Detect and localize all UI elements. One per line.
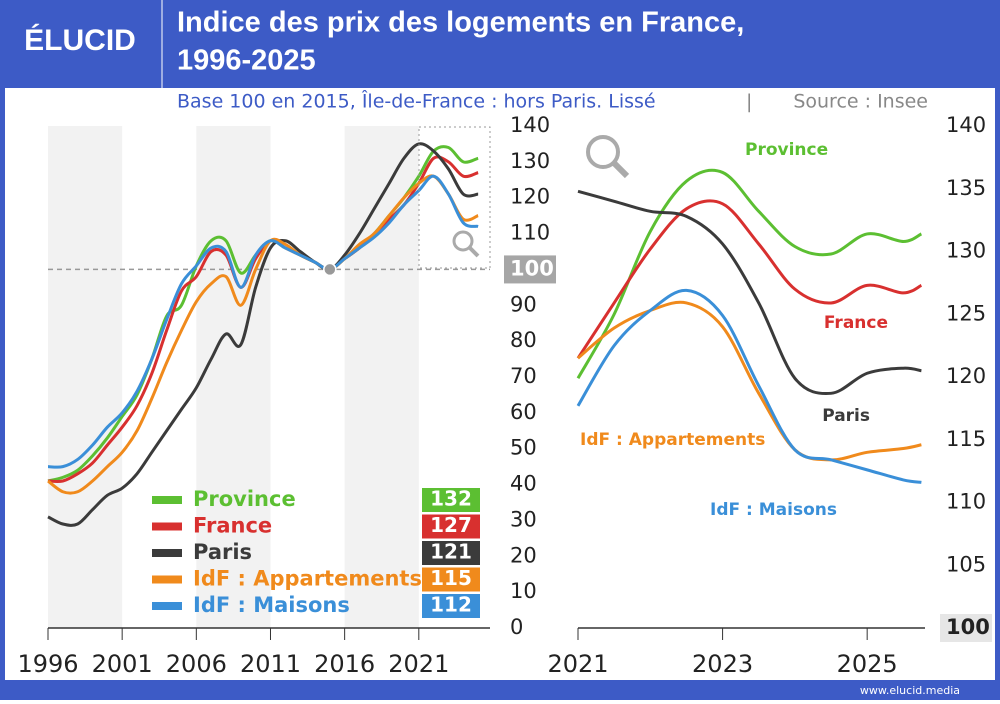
legend-value-box bbox=[422, 594, 480, 618]
legend-swatch bbox=[152, 575, 182, 584]
legend-value: 115 bbox=[430, 566, 472, 590]
band bbox=[48, 126, 123, 628]
band bbox=[344, 126, 419, 628]
y-tick-label: 110 bbox=[946, 490, 986, 514]
separator: | bbox=[746, 91, 752, 113]
chart-main: 1996 2001 2006 2011 2016 2021 0 10 20 30 40 50 60 70 8… bbox=[17, 113, 556, 678]
x-tick-label: 2001 bbox=[92, 650, 153, 678]
y-tick-label: 0 bbox=[510, 615, 523, 639]
line bbox=[576, 168, 923, 379]
legend-label: IdF : Appartements bbox=[193, 567, 422, 591]
legend-value: 132 bbox=[430, 487, 472, 511]
x-tick-label: 2023 bbox=[692, 650, 753, 678]
source: Source : Insee bbox=[793, 91, 928, 113]
x-tick-label: 2006 bbox=[166, 650, 227, 678]
y-tick-label: 60 bbox=[510, 400, 537, 424]
y-tick-label: 80 bbox=[510, 328, 537, 352]
series-label: IdF : Appartements bbox=[580, 430, 765, 450]
band bbox=[196, 126, 271, 628]
y-tick-label: 135 bbox=[946, 176, 986, 200]
series-label: Paris bbox=[822, 406, 870, 426]
legend-value: 121 bbox=[430, 540, 472, 564]
legend-label: Province bbox=[193, 487, 296, 511]
series-label: France bbox=[824, 313, 888, 333]
y-tick-label: 120 bbox=[946, 364, 986, 388]
magnifier-icon bbox=[452, 230, 480, 258]
y-tick-label: 100 bbox=[946, 615, 990, 639]
series-label: Province bbox=[745, 140, 828, 160]
line bbox=[47, 174, 479, 469]
y-tick-label: 125 bbox=[946, 301, 986, 325]
y-tick-label: 10 bbox=[510, 579, 537, 603]
y-tick-label: 20 bbox=[510, 543, 537, 567]
legend-label: France bbox=[193, 514, 272, 538]
series-label: IdF : Maisons bbox=[710, 500, 837, 520]
legend-value-box bbox=[422, 488, 480, 512]
chart-zoom: 2021 2023 2025 100 105 110 115 120 125 130 135 140 P… bbox=[547, 113, 992, 678]
legend-value: 112 bbox=[430, 593, 472, 617]
legend-swatch bbox=[152, 602, 182, 610]
y-tick-label: 120 bbox=[510, 185, 550, 209]
line bbox=[47, 174, 479, 495]
y-tick-label: 40 bbox=[510, 472, 537, 496]
y-tick-label: 140 bbox=[510, 113, 550, 137]
legend-value: 127 bbox=[430, 513, 472, 537]
y-tick-label: 110 bbox=[510, 221, 550, 245]
x-tick-label: 2011 bbox=[240, 650, 301, 678]
title: Indice des prix des logements en France, bbox=[177, 7, 744, 39]
y-tick-label: 115 bbox=[946, 427, 986, 451]
x-tick-label: 2021 bbox=[547, 650, 608, 678]
y-tick-label: 105 bbox=[946, 552, 986, 576]
line bbox=[576, 288, 922, 484]
line bbox=[47, 142, 479, 527]
base-tick-box bbox=[940, 614, 992, 642]
line bbox=[576, 199, 923, 359]
y-tick-label: 130 bbox=[946, 239, 986, 263]
base-point bbox=[323, 262, 337, 277]
y-tick-label: 50 bbox=[510, 436, 537, 460]
title: 1996-2025 bbox=[177, 45, 316, 77]
legend-swatch bbox=[152, 496, 182, 504]
logo: ÉLUCID bbox=[24, 23, 136, 57]
y-tick-label: 100 bbox=[510, 256, 554, 280]
line bbox=[577, 300, 922, 462]
legend-value-box bbox=[422, 541, 480, 565]
y-tick-label: 70 bbox=[510, 364, 537, 388]
legend-swatch bbox=[152, 522, 182, 531]
legend-value-box bbox=[422, 514, 480, 539]
magnifier-icon bbox=[586, 135, 630, 179]
legend-label: IdF : Maisons bbox=[193, 593, 350, 617]
y-tick-label: 30 bbox=[510, 507, 537, 531]
base-tick-box bbox=[504, 255, 556, 284]
legend-label: Paris bbox=[193, 540, 252, 564]
y-tick-label: 130 bbox=[510, 149, 550, 173]
legend-swatch bbox=[152, 549, 182, 557]
x-tick-label: 1996 bbox=[17, 650, 78, 678]
zoom-box bbox=[418, 126, 491, 269]
x-tick-label: 2016 bbox=[314, 650, 375, 678]
footer: www.elucid.media bbox=[860, 684, 960, 697]
x-tick-label: 2025 bbox=[837, 650, 898, 678]
subtitle: Base 100 en 2015, Île-de-France : hors P… bbox=[177, 90, 656, 113]
y-tick-label: 140 bbox=[946, 113, 986, 137]
y-tick-label: 90 bbox=[510, 292, 537, 316]
legend-value-box bbox=[422, 567, 480, 592]
line bbox=[577, 189, 922, 396]
x-tick-label: 2021 bbox=[388, 650, 449, 678]
